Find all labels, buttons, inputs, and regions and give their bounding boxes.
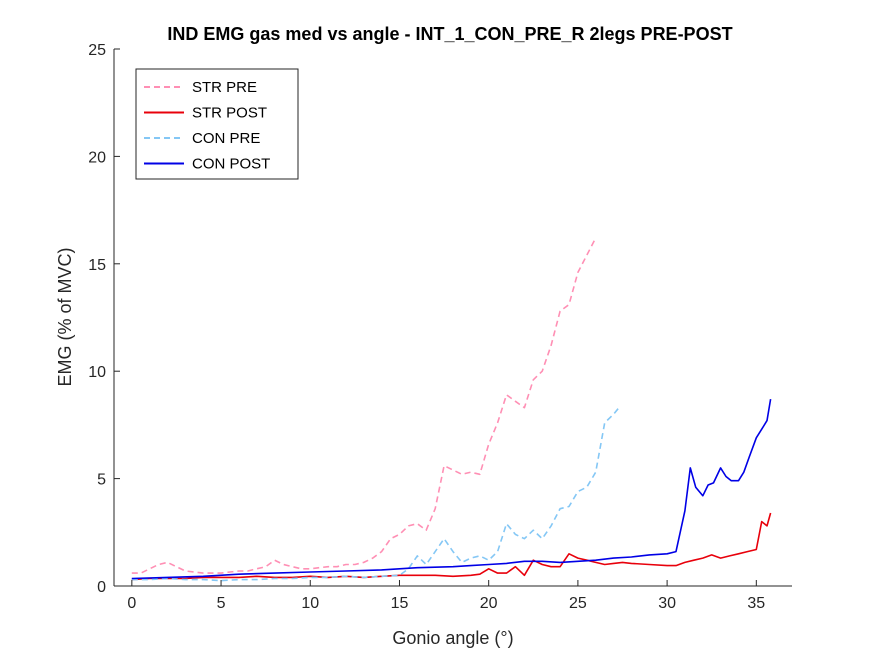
series-line-str-post	[131, 512, 772, 581]
legend: STR PRE STR POST CON PRE CON POST	[135, 68, 299, 180]
legend-label: CON PRE	[192, 130, 260, 147]
legend-label: STR PRE	[192, 79, 257, 96]
legend-box	[135, 68, 299, 180]
series-line-str-pre	[131, 237, 597, 574]
series-line-con-pre	[131, 407, 620, 582]
x-tick-label: 5	[217, 595, 226, 612]
x-tick-label: 25	[569, 595, 587, 612]
series-layer	[131, 237, 772, 582]
chart-title: IND EMG gas med vs angle - INT_1_CON_PRE…	[167, 24, 732, 44]
y-tick-label: 5	[97, 472, 106, 489]
y-tick-label: 15	[88, 257, 106, 274]
legend-label: CON POST	[192, 156, 270, 173]
axes-layer: 0 5 10 15 20 25 30 35 0 5 10 15 20 25	[88, 42, 792, 612]
series-line-con-post	[131, 398, 772, 580]
y-tick-label: 0	[97, 579, 106, 596]
x-tick-label: 20	[480, 595, 498, 612]
y-tick-label: 25	[88, 42, 106, 59]
x-tick-label: 15	[391, 595, 409, 612]
x-axis-label: Gonio angle (°)	[392, 628, 513, 648]
x-tick-label: 30	[658, 595, 676, 612]
x-tick-label: 10	[301, 595, 319, 612]
y-tick-label: 10	[88, 364, 106, 381]
legend-label: STR POST	[192, 105, 267, 122]
x-tick-label: 35	[747, 595, 765, 612]
y-tick-label: 20	[88, 149, 106, 166]
y-axis-label: EMG (% of MVC)	[55, 247, 75, 386]
x-tick-label: 0	[127, 595, 136, 612]
